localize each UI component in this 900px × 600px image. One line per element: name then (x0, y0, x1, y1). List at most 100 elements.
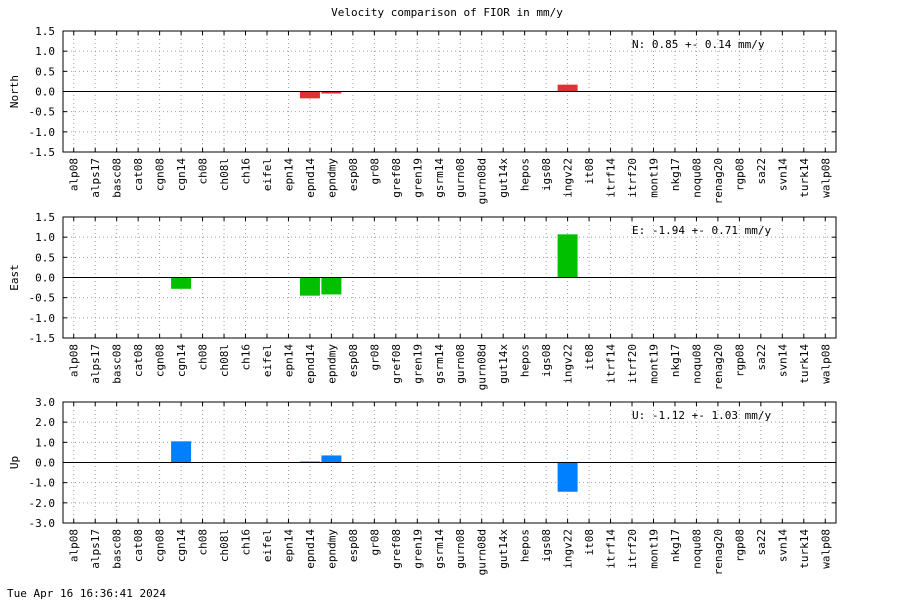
x-tick-label: itrf14 (605, 158, 618, 198)
x-tick-label: gref08 (390, 344, 403, 384)
x-tick-label: ch08 (197, 344, 210, 371)
x-tick-label: sa22 (755, 158, 768, 185)
x-tick-label: cgn08 (154, 158, 167, 191)
x-tick-label: gurn08 (454, 529, 467, 569)
bar-epnd14 (299, 277, 320, 296)
bar-cgn14 (171, 277, 192, 289)
y-axis-label: Up (8, 456, 21, 469)
x-tick-label: ingv22 (562, 158, 575, 198)
x-tick-label: rgp08 (733, 344, 746, 377)
x-tick-label: it08 (583, 344, 596, 371)
x-tick-label: gurn08d (476, 529, 489, 575)
x-tick-label: igs08 (540, 529, 553, 562)
x-tick-label: alp08 (68, 158, 81, 191)
x-tick-label: ch16 (240, 158, 253, 185)
x-tick-label: ch16 (240, 529, 253, 556)
x-tick-label: gsrm14 (433, 529, 446, 569)
x-tick-label: turk14 (798, 158, 811, 198)
x-tick-label: ch08l (218, 158, 231, 191)
x-tick-label: gsrm14 (433, 344, 446, 384)
bar-epndmy (321, 277, 342, 295)
x-tick-label: svn14 (776, 344, 789, 377)
x-tick-label: walp08 (819, 344, 832, 384)
x-tick-label: gren19 (411, 344, 424, 384)
x-tick-label: epnd14 (304, 158, 317, 198)
y-tick-label: -1.0 (29, 477, 56, 490)
stats-annotation: U: -1.12 +- 1.03 mm/y (632, 409, 771, 422)
x-tick-label: alp08 (68, 529, 81, 562)
x-tick-label: mont19 (647, 529, 660, 569)
stats-annotation: E: -1.94 +- 0.71 mm/y (632, 224, 771, 237)
x-tick-label: gr08 (368, 529, 381, 556)
x-tick-label: cat08 (132, 529, 145, 562)
y-tick-label: 1.0 (35, 45, 55, 58)
x-tick-label: ingv22 (562, 344, 575, 384)
x-tick-label: sa22 (755, 344, 768, 371)
y-tick-label: -1.0 (29, 312, 56, 325)
x-tick-label: renag20 (712, 529, 725, 575)
x-tick-label: ch08 (197, 529, 210, 556)
x-tick-label: ch08 (197, 158, 210, 185)
x-tick-label: itrf14 (605, 344, 618, 384)
x-tick-label: epn14 (282, 158, 295, 191)
x-tick-label: ch16 (240, 344, 253, 371)
x-tick-label: rgp08 (733, 158, 746, 191)
bar-epndmy (321, 91, 342, 94)
x-tick-label: hepos (519, 158, 532, 191)
x-tick-label: hepos (519, 344, 532, 377)
x-tick-label: renag20 (712, 344, 725, 390)
y-tick-label: -2.0 (29, 497, 56, 510)
x-tick-label: nkg17 (669, 344, 682, 377)
x-tick-label: alps17 (89, 344, 102, 384)
y-tick-label: -1.5 (29, 332, 56, 345)
y-tick-label: 0.5 (35, 251, 55, 264)
x-tick-label: itrf14 (605, 529, 618, 569)
x-tick-label: cat08 (132, 344, 145, 377)
x-tick-label: igs08 (540, 344, 553, 377)
x-tick-label: it08 (583, 529, 596, 556)
x-tick-label: eifel (261, 158, 274, 191)
x-tick-label: cgn08 (154, 529, 167, 562)
x-tick-label: noqu08 (690, 529, 703, 569)
x-tick-label: alps17 (89, 158, 102, 198)
x-tick-label: cgn08 (154, 344, 167, 377)
x-tick-label: svn14 (776, 158, 789, 191)
x-tick-label: eifel (261, 529, 274, 562)
x-tick-label: gurn08 (454, 344, 467, 384)
x-tick-label: esp08 (347, 158, 360, 191)
y-tick-label: -3.0 (29, 517, 56, 530)
plot-frame (62, 30, 837, 153)
y-tick-label: 0.0 (35, 272, 55, 285)
x-tick-label: cat08 (132, 158, 145, 191)
x-tick-label: esp08 (347, 344, 360, 377)
x-tick-label: gut14x (497, 158, 510, 198)
x-tick-label: svn14 (776, 529, 789, 562)
x-tick-label: walp08 (819, 158, 832, 198)
x-tick-label: epn14 (282, 344, 295, 377)
y-tick-label: -1.0 (29, 126, 56, 139)
x-tick-label: ch08l (218, 529, 231, 562)
x-tick-label: walp08 (819, 529, 832, 569)
x-tick-label: nkg17 (669, 158, 682, 191)
x-tick-label: turk14 (798, 344, 811, 384)
x-tick-label: gurn08d (476, 344, 489, 390)
x-tick-label: epndmy (325, 344, 338, 384)
x-tick-label: gsrm14 (433, 158, 446, 198)
y-axis-label: East (8, 264, 21, 291)
x-tick-label: alp08 (68, 344, 81, 377)
y-tick-label: 1.5 (35, 25, 55, 38)
y-tick-label: 0.0 (35, 457, 55, 470)
x-tick-label: itrf20 (626, 529, 639, 569)
y-axis-label: North (8, 75, 21, 108)
x-tick-label: gurn08 (454, 158, 467, 198)
x-tick-label: itrf20 (626, 344, 639, 384)
x-tick-label: itrf20 (626, 158, 639, 198)
x-tick-label: eifel (261, 344, 274, 377)
y-tick-label: 1.0 (35, 436, 55, 449)
x-tick-label: gurn08d (476, 158, 489, 204)
y-tick-label: -0.5 (29, 292, 56, 305)
y-tick-label: 1.5 (35, 211, 55, 224)
plot-frame (62, 216, 837, 339)
x-tick-label: cgn14 (175, 158, 188, 191)
x-tick-label: noqu08 (690, 344, 703, 384)
